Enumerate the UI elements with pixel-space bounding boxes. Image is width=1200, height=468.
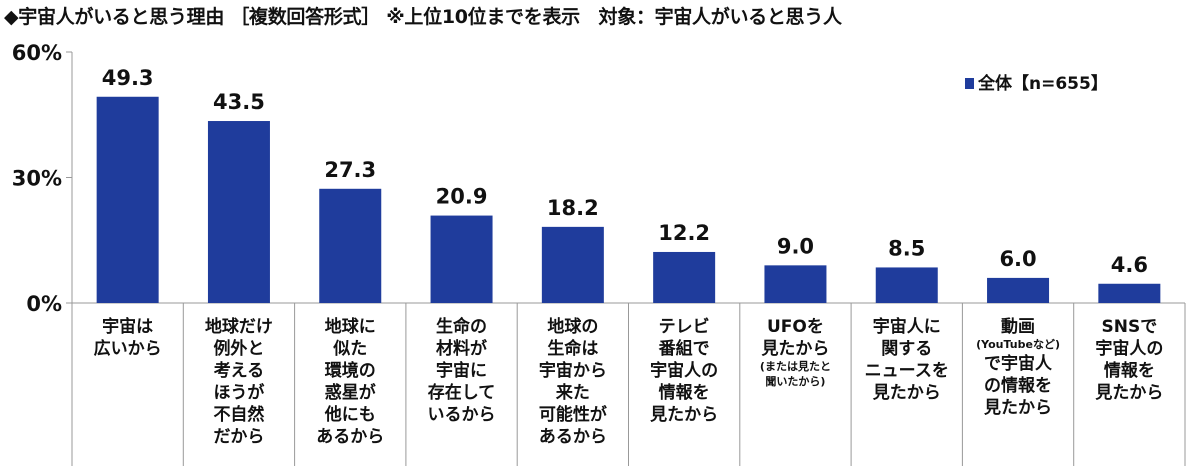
category-label: 広いから [94,338,162,359]
bar [96,96,159,304]
category-label: 可能性が [539,404,607,425]
category-label: 不自然 [213,404,264,425]
category-label: 見たから [649,405,718,425]
category-label: 情報を [659,382,710,403]
chart-title: ◆宇宙人がいると思う理由 ［複数回答形式］ ※上位10位までを表示 対象：宇宙人… [4,6,842,28]
data-label: 18.2 [547,196,599,220]
bar [319,188,382,303]
category-label: 材料が [436,338,487,359]
bar [764,265,827,303]
category-label: 見たから [872,383,941,403]
category-label: 来た [555,382,590,403]
category-label: いるから [428,405,496,425]
category-label: で宇宙人 [984,353,1053,374]
bar [541,226,604,303]
y-tick-label: 30% [12,167,62,191]
data-label: 49.3 [102,66,154,90]
category-note: (または見たと [760,360,831,373]
category-label: 似た [332,339,367,359]
category-label: 存在して [428,382,496,403]
bar [653,251,716,303]
data-label: 9.0 [777,234,814,258]
category-label: 見たから [760,339,829,359]
bar [430,215,493,303]
category-label: 宇宙人に [873,316,941,337]
category-label: 番組で [658,338,710,359]
category-label: 考える [213,360,265,381]
data-label: 27.3 [324,158,376,182]
category-label: ほうが [213,382,264,403]
category-label: 宇宙に [436,360,487,381]
data-label: 20.9 [436,185,488,209]
category-note: (YouTubeなど) [976,338,1060,351]
category-label: 惑星が [325,382,376,403]
legend-swatch [965,78,974,89]
category-label: テレビ [659,317,710,337]
y-tick-label: 60% [12,41,62,65]
category-label: SNSで [1101,317,1157,337]
category-label: 宇宙は [102,316,153,337]
y-tick-label: 0% [26,292,62,316]
data-label: 12.2 [658,221,710,245]
category-label: 環境の [325,360,376,381]
data-label: 43.5 [213,90,265,114]
category-label: 地球の [547,316,598,337]
category-label: 例外と [213,338,264,359]
bar [987,277,1050,303]
category-label: あるから [316,427,384,447]
category-label: あるから [539,427,607,447]
category-label: 見たから [983,398,1052,418]
category-label: 動画 [1001,316,1035,337]
category-label: UFOを [767,317,824,337]
data-label: 4.6 [1111,253,1148,277]
category-label: 見たから [1094,383,1163,403]
category-label: の情報を [984,375,1052,396]
category-label: 地球だけ [205,316,273,337]
category-label: 情報を [1104,360,1155,381]
category-label: ニュースを [865,361,949,381]
category-note: 聞いたから) [765,375,825,388]
category-label: 地球に [325,316,376,337]
category-label: 生命の [436,316,487,337]
bar [207,121,270,304]
category-label: だから [213,427,264,447]
category-label: 関する [881,339,932,359]
bar [1098,283,1161,303]
category-label: 宇宙人の [650,360,718,381]
data-label: 6.0 [999,247,1036,271]
category-label: 生命は [547,338,598,359]
legend-label: 全体【n=655】 [977,73,1108,94]
data-label: 8.5 [888,236,925,260]
category-label: 他にも [324,404,376,425]
category-label: 宇宙人の [1095,338,1163,359]
bar [875,267,938,303]
category-label: 宇宙から [539,360,607,381]
